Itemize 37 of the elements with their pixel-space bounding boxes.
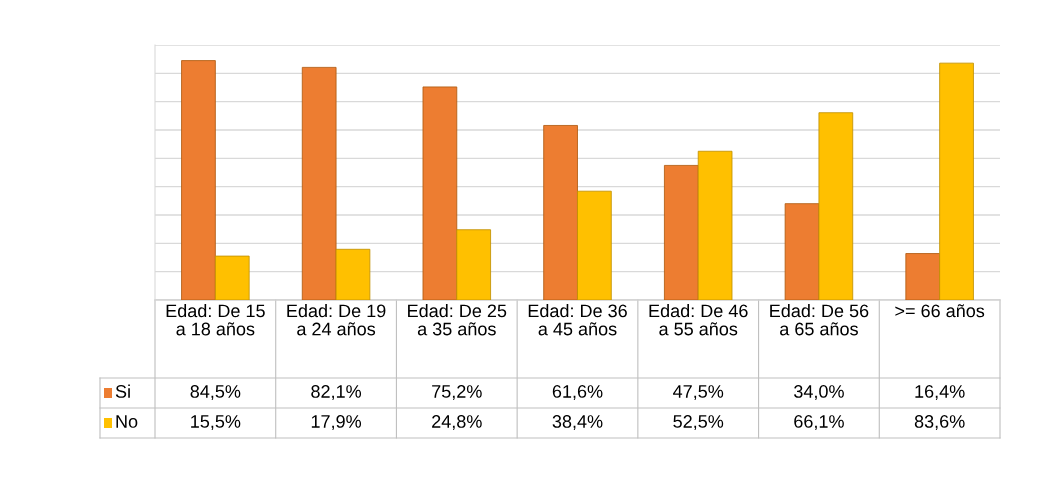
bar xyxy=(663,165,699,300)
x-tick-label: Edad: De 15 a 18 años xyxy=(166,304,265,336)
bar xyxy=(301,66,337,300)
x-tick-label: Edad: De 19 a 24 años xyxy=(287,304,386,336)
data-label: 17,9% xyxy=(311,415,362,430)
x-tick-label: Edad: De 56 a 65 años xyxy=(770,304,869,336)
bar xyxy=(818,112,854,300)
bar xyxy=(577,190,612,300)
data-label: 83,6% xyxy=(914,415,965,430)
data-label: 38,4% xyxy=(552,415,603,430)
data-label: 82,1% xyxy=(311,385,362,400)
data-label: 61,6% xyxy=(552,385,603,400)
bar xyxy=(181,60,216,300)
data-label: 52,5% xyxy=(673,415,724,430)
bar xyxy=(422,86,458,300)
data-label: 75,2% xyxy=(432,385,482,400)
bar xyxy=(905,253,941,300)
data-label: 47,5% xyxy=(673,385,724,400)
bar xyxy=(214,255,250,300)
x-tick-label: Edad: De 25 a 35 años xyxy=(408,304,507,336)
legend-label: Si xyxy=(115,384,130,398)
data-label: 34,0% xyxy=(794,385,844,400)
bar xyxy=(543,125,578,300)
data-label: 66,1% xyxy=(794,415,844,430)
bar xyxy=(335,248,371,300)
data-label: 24,8% xyxy=(432,415,482,430)
bar xyxy=(939,62,974,300)
data-label: 84,5% xyxy=(190,385,241,400)
x-tick-label: Edad: De 46 a 55 años xyxy=(649,304,748,336)
x-tick-label: Edad: De 36 a 45 años xyxy=(528,304,627,336)
bar xyxy=(456,229,492,300)
data-label: 16,4% xyxy=(915,385,965,400)
bar xyxy=(784,203,820,300)
data-label: 15,5% xyxy=(191,415,241,430)
legend-label: No xyxy=(116,415,138,428)
x-tick-label: >= 66 años xyxy=(895,304,985,318)
bar xyxy=(697,150,733,300)
